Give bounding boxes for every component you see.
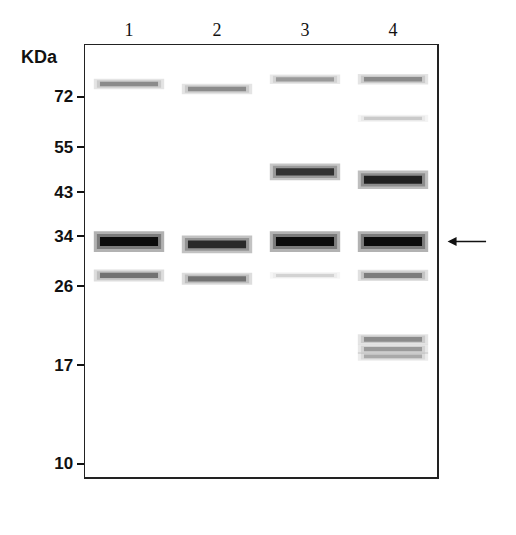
svg-text:1: 1 [125, 20, 134, 40]
svg-text:17: 17 [54, 356, 73, 375]
svg-text:72: 72 [54, 87, 73, 106]
svg-text:10: 10 [54, 454, 73, 473]
svg-text:43: 43 [54, 183, 73, 202]
svg-text:55: 55 [54, 138, 73, 157]
svg-text:KDa: KDa [21, 47, 58, 67]
svg-text:4: 4 [389, 20, 398, 40]
svg-text:34: 34 [54, 227, 73, 246]
svg-text:26: 26 [54, 277, 73, 296]
svg-text:2: 2 [213, 20, 222, 40]
svg-text:3: 3 [301, 20, 310, 40]
